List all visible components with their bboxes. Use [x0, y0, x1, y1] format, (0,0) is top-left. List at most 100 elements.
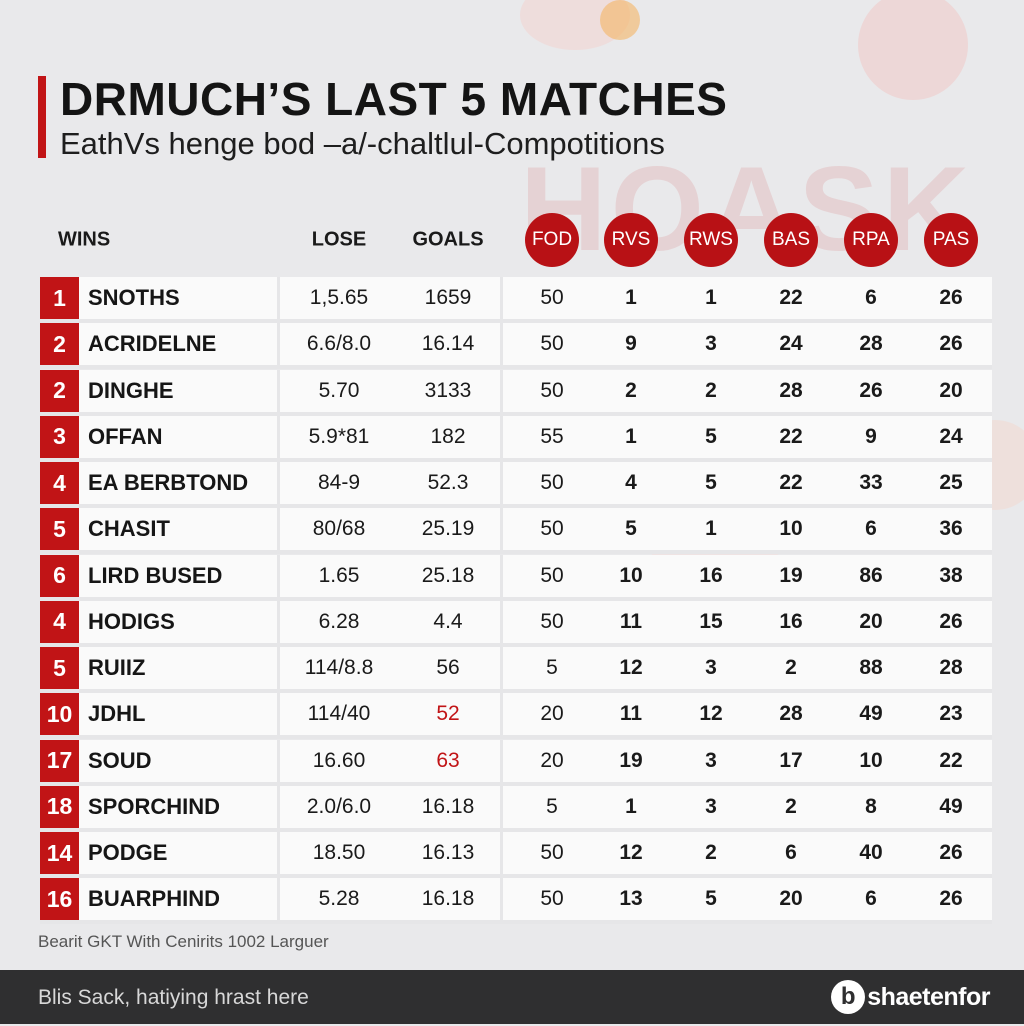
- cell-rws: 1: [705, 286, 717, 309]
- player-name: BUARPHIND: [88, 886, 220, 912]
- player-name: SNOTHS: [88, 285, 180, 310]
- cell-goals: 4.4: [433, 609, 463, 633]
- cell-rpa: 33: [859, 471, 883, 494]
- player-name: EA BERBTOND: [88, 470, 249, 495]
- player-name: OFFAN: [88, 423, 163, 449]
- brand-logo[interactable]: b shaetenfor: [831, 970, 990, 1024]
- cell-pas: 25: [939, 471, 963, 494]
- cell-rvs: 10: [619, 563, 643, 587]
- rank-badge: 4: [40, 462, 79, 504]
- footer-bar: Blis Sack, hatiying hrast here b shaeten…: [0, 970, 1024, 1024]
- cell-rpa: 10: [859, 748, 883, 772]
- column-divider: [500, 554, 503, 597]
- column-header-rpa: RPA: [844, 213, 898, 267]
- column-divider: [500, 647, 503, 689]
- cell-lose: 80/68: [312, 517, 366, 541]
- cell-bas: 17: [779, 748, 803, 772]
- cell-pas: 26: [939, 841, 963, 864]
- player-name: LIRD BUSED: [88, 562, 223, 588]
- cell-rws: 3: [705, 748, 717, 772]
- player-name: SPORCHIND: [88, 793, 221, 819]
- column-divider: [277, 508, 280, 551]
- cell-lose: 84-9: [317, 471, 361, 494]
- cell-rws: 3: [705, 332, 717, 356]
- player-name: CHASIT: [88, 516, 170, 542]
- cell-rvs: 12: [619, 841, 643, 864]
- cell-rws: 2: [705, 841, 717, 864]
- cell-pas: 20: [939, 378, 963, 402]
- player-name: PODGE: [88, 840, 168, 865]
- cell-lose: 114/40: [307, 702, 371, 726]
- cell-rvs: 1: [625, 424, 637, 448]
- rank-badge: 2: [40, 323, 79, 366]
- header-accent-bar: [38, 76, 46, 158]
- cell-rpa: 20: [859, 609, 883, 633]
- cell-rpa: 86: [859, 563, 883, 587]
- column-divider: [500, 693, 503, 736]
- column-header-bas: BAS: [764, 213, 818, 267]
- column-divider: [500, 277, 503, 319]
- cell-rws: 12: [699, 702, 723, 726]
- cell-lose: 2.0/6.0: [306, 794, 372, 818]
- column-divider: [277, 832, 280, 874]
- cell-rpa: 6: [865, 286, 877, 309]
- cell-rvs: 5: [625, 517, 637, 541]
- player-name: HODIGS: [88, 608, 175, 634]
- table-row: 5 CHASIT 80/68 25.19 50 5 1 10 6 36: [40, 508, 992, 555]
- cell-fod: 50: [540, 887, 564, 911]
- cell-lose: 5.9*81: [308, 424, 370, 448]
- cell-fod: 20: [540, 702, 564, 726]
- column-divider: [500, 832, 503, 874]
- table-row: 4 EA BERBTOND 84-9 52.3 50 4 5 22 33 25: [40, 462, 992, 508]
- cell-rpa: 6: [865, 517, 877, 541]
- table-row: 17 SOUD 16.60 63 20 19 3 17 10 22: [40, 739, 992, 786]
- column-divider: [500, 878, 503, 921]
- cell-fod: 50: [540, 517, 564, 541]
- cell-rpa: 9: [865, 424, 877, 448]
- cell-goals: 16.14: [421, 332, 475, 356]
- column-header-lose: LOSE: [311, 228, 367, 251]
- cell-rpa: 8: [865, 794, 877, 818]
- column-divider: [277, 462, 280, 504]
- column-divider: [277, 785, 280, 828]
- rank-badge: 14: [40, 832, 79, 874]
- column-divider: [500, 739, 503, 782]
- cell-rws: 15: [699, 609, 723, 633]
- column-divider: [277, 554, 280, 597]
- cell-fod: 50: [540, 841, 564, 864]
- rank-badge: 4: [40, 600, 79, 643]
- cell-rvs: 11: [619, 702, 643, 726]
- player-name: RUIIZ: [88, 655, 146, 680]
- cell-rws: 2: [705, 378, 717, 402]
- cell-rvs: 1: [625, 794, 637, 818]
- cell-rws: 16: [699, 563, 723, 587]
- cell-goals: 16.18: [421, 887, 475, 911]
- cell-goals: 3133: [424, 378, 472, 402]
- column-divider: [277, 323, 280, 366]
- rank-badge: 3: [40, 415, 79, 458]
- table-row: 5 RUIIZ 114/8.8 56 5 12 3 2 88 28: [40, 647, 992, 693]
- table-row: 2 ACRIDELNE 6.6/8.0 16.14 50 9 3 24 28 26: [40, 323, 992, 370]
- cell-goals: 25.19: [421, 517, 475, 541]
- cell-goals: 16.18: [421, 794, 475, 818]
- column-divider: [277, 693, 280, 736]
- cell-rpa: 6: [865, 887, 877, 911]
- cell-rvs: 1: [625, 286, 637, 309]
- column-divider: [500, 323, 503, 366]
- table-row: 1 SNOTHS 1,5.65 1659 50 1 1 22 6 26: [40, 277, 992, 323]
- player-name: ACRIDELNE: [88, 331, 217, 357]
- cell-pas: 36: [939, 517, 963, 541]
- cell-rvs: 12: [619, 656, 643, 679]
- cell-rvs: 11: [619, 609, 643, 633]
- page-subtitle: EathVs henge bod –a/-chaltlul-Compotitio…: [60, 126, 665, 161]
- cell-pas: 38: [939, 563, 963, 587]
- cell-lose: 1,5.65: [309, 286, 369, 309]
- cell-rpa: 40: [859, 841, 883, 864]
- bg-circle-decoration: [600, 0, 640, 40]
- cell-rpa: 88: [859, 656, 883, 679]
- cell-bas: 24: [779, 332, 803, 356]
- cell-rpa: 26: [859, 378, 883, 402]
- cell-goals: 56: [436, 656, 460, 679]
- column-header-rws: RWS: [684, 213, 738, 267]
- table-row: 4 HODIGS 6.28 4.4 50 11 15 16 20 26: [40, 600, 992, 647]
